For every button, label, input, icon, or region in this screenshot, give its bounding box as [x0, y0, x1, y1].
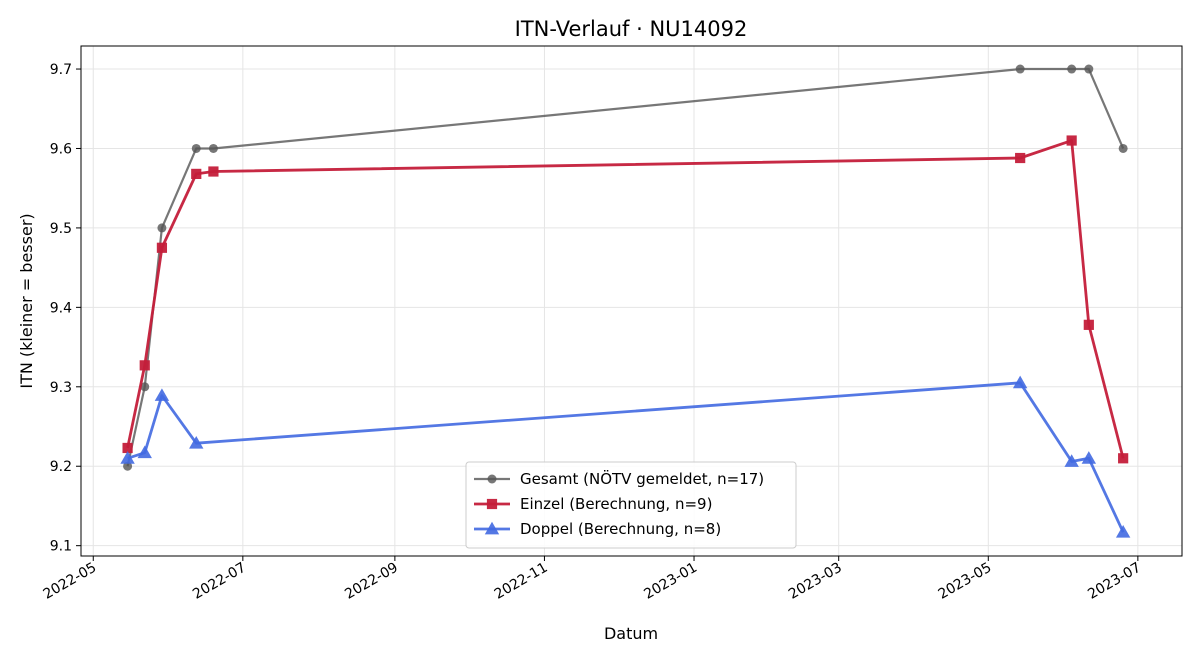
series-3 [120, 375, 1131, 538]
data-point [1118, 143, 1128, 153]
legend-box [465, 461, 797, 549]
y-axis-label: ITN (kleiner = besser) [17, 213, 36, 388]
data-point [137, 445, 152, 459]
data-point [189, 435, 204, 449]
data-point [122, 442, 133, 454]
x-axis-label: Datum [604, 624, 658, 643]
data-point [1012, 375, 1028, 389]
legend-label: Doppel (Berechnung, n=8) [520, 520, 721, 538]
legend: Gesamt (NÖTV gemeldet, n=17) Einzel (Bere… [465, 461, 797, 549]
legend-marker [487, 474, 497, 484]
grid [81, 46, 1182, 556]
data-point [208, 143, 218, 153]
data-point [154, 388, 170, 401]
data-point [1084, 64, 1094, 74]
data-point [1081, 451, 1097, 464]
legend-marker [484, 521, 500, 535]
y-tick-label: 9.2 [50, 459, 72, 475]
data-point [120, 451, 135, 464]
data-point [1066, 135, 1077, 146]
legend-label: Einzel (Berechnung, n=9) [520, 495, 712, 513]
chart-title: ITN-Verlauf · NU14092 [515, 17, 748, 41]
data-point [1064, 454, 1079, 467]
data-point [208, 166, 219, 177]
data-point [1015, 152, 1026, 164]
legend-label: Gesamt (NÖTV gemeldet, n=17) [520, 469, 764, 488]
data-point [191, 168, 202, 179]
data-point [140, 382, 150, 392]
data-point [1115, 524, 1131, 538]
y-tick-label: 9.7 [50, 62, 72, 78]
data-point [157, 223, 167, 233]
data-point [1083, 319, 1094, 330]
series-2 [122, 135, 1129, 464]
series-group [120, 64, 1131, 538]
legend-marker [486, 498, 498, 510]
y-tick-label: 9.6 [50, 141, 72, 157]
data-point [1015, 64, 1025, 74]
plot-frame [80, 45, 1183, 557]
y-tick-label: 9.1 [50, 539, 72, 555]
data-point [1118, 453, 1129, 464]
data-point [191, 143, 201, 153]
data-point [123, 461, 133, 471]
data-point [156, 242, 168, 253]
y-tick-label: 9.3 [50, 380, 72, 396]
y-axis-ticks: 9.1 9.2 9.3 9.4 9.5 9.6 9.7 [50, 62, 81, 555]
y-tick-label: 9.5 [50, 221, 72, 237]
y-tick-label: 9.4 [50, 300, 72, 316]
data-point [139, 360, 150, 371]
data-point [1067, 64, 1077, 74]
